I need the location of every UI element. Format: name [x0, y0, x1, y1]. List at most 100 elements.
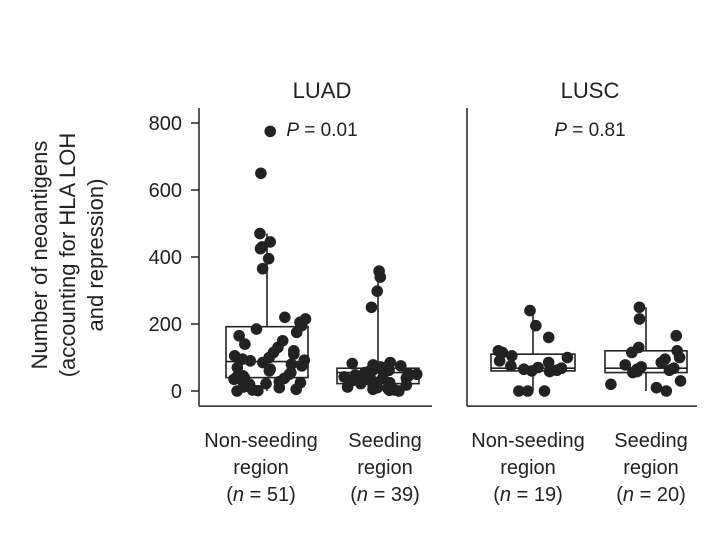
data-point	[663, 364, 676, 377]
data-point	[542, 356, 555, 369]
group-label-line1: Seeding	[348, 430, 421, 452]
data-point	[673, 351, 686, 364]
data-point	[255, 167, 267, 180]
data-point	[231, 361, 244, 374]
data-point	[264, 125, 277, 138]
y-axis: 0 200 400 600 800	[149, 108, 200, 407]
box-group	[225, 125, 312, 397]
n-prefix: (	[616, 484, 623, 506]
data-point	[393, 385, 405, 397]
y-tick-label: 0	[171, 381, 182, 403]
group-label-line2: region	[357, 457, 413, 479]
data-point	[239, 338, 251, 350]
data-point	[655, 356, 668, 369]
data-point	[257, 356, 269, 369]
data-point	[290, 383, 302, 396]
group-n-label: (n = 20)	[616, 484, 686, 506]
data-point	[543, 365, 556, 378]
data-point	[371, 285, 384, 297]
y-tick-label: 800	[149, 113, 182, 135]
box	[604, 349, 688, 374]
n-prefix: (	[493, 484, 500, 506]
n-symbol: n	[357, 484, 368, 506]
y-tick-label: 400	[149, 247, 182, 269]
data-point	[374, 271, 387, 283]
data-point	[287, 348, 300, 360]
data-point	[244, 355, 257, 367]
data-point	[279, 311, 291, 324]
data-point	[383, 384, 396, 397]
data-point	[670, 329, 683, 342]
group-label-luad-non-seeding: Non-seeding region (n = 51)	[204, 430, 317, 506]
group-label-line1: Seeding	[614, 430, 687, 452]
data-point	[365, 301, 378, 314]
data-point	[233, 329, 245, 342]
data-point	[263, 365, 276, 377]
data-point	[626, 366, 639, 379]
data-point	[346, 357, 359, 370]
group-label-line2: region	[623, 457, 679, 479]
data-point	[296, 360, 308, 372]
data-point	[254, 242, 267, 255]
data-point	[633, 301, 646, 314]
p-number-luad: = 0.01	[299, 120, 358, 141]
n-prefix: (	[226, 484, 233, 506]
data-point	[250, 323, 263, 335]
group-n-label: (n = 39)	[350, 484, 420, 506]
data-point	[605, 378, 617, 391]
data-point	[524, 304, 536, 317]
group-label-luad-seeding: Seeding region (n = 39)	[348, 430, 421, 506]
y-axis-label-line-3: and repression)	[83, 179, 108, 332]
group-label-line2: region	[233, 457, 289, 479]
p-symbol-luad: P	[286, 120, 299, 141]
box-group	[604, 301, 688, 397]
n-prefix: (	[350, 484, 357, 506]
panel-luad	[199, 125, 432, 407]
group-label-lusc-non-seeding: Non-seeding region (n = 19)	[471, 430, 584, 506]
panel-title-luad: LUAD	[293, 78, 352, 103]
box	[225, 325, 309, 379]
data-point	[367, 383, 379, 396]
data-point	[254, 227, 266, 240]
p-value-luad: P = 0.01	[286, 120, 357, 141]
data-point	[493, 355, 506, 367]
group-n-label: (n = 19)	[493, 484, 563, 506]
data-point	[660, 385, 673, 397]
data-point	[513, 385, 525, 397]
data-point	[394, 360, 407, 372]
data-point	[290, 326, 303, 339]
data-point	[231, 385, 243, 397]
n-symbol: n	[500, 484, 511, 506]
y-tick-label: 200	[149, 314, 182, 336]
data-point	[542, 331, 555, 344]
group-label-line2: region	[500, 457, 556, 479]
data-point	[625, 346, 638, 359]
n-value: = 20)	[634, 484, 686, 506]
data-point	[285, 358, 298, 371]
data-point	[521, 385, 534, 397]
data-point	[633, 313, 646, 325]
data-point	[260, 377, 272, 390]
group-n-label: (n = 51)	[226, 484, 296, 506]
p-value-lusc: P = 0.81	[554, 120, 625, 141]
panel-lusc	[466, 108, 697, 407]
data-point	[262, 252, 275, 265]
n-value: = 19)	[511, 484, 563, 506]
data-point	[252, 384, 264, 397]
data-point	[341, 381, 354, 393]
data-point	[650, 381, 663, 394]
panel-title-lusc: LUSC	[561, 78, 620, 103]
n-value: = 39)	[368, 484, 420, 506]
data-point	[619, 359, 632, 371]
y-axis-label-line-2: (accounting for HLA LOH	[55, 133, 80, 378]
box-group	[336, 265, 423, 397]
data-point	[273, 381, 286, 394]
box-group	[490, 304, 576, 397]
data-point	[505, 360, 517, 372]
group-label-lusc-seeding: Seeding region (n = 20)	[614, 430, 687, 506]
data-point	[538, 385, 551, 397]
n-value: = 51)	[244, 484, 296, 506]
p-symbol-lusc: P	[554, 120, 567, 141]
p-number-lusc: = 0.81	[567, 120, 626, 141]
